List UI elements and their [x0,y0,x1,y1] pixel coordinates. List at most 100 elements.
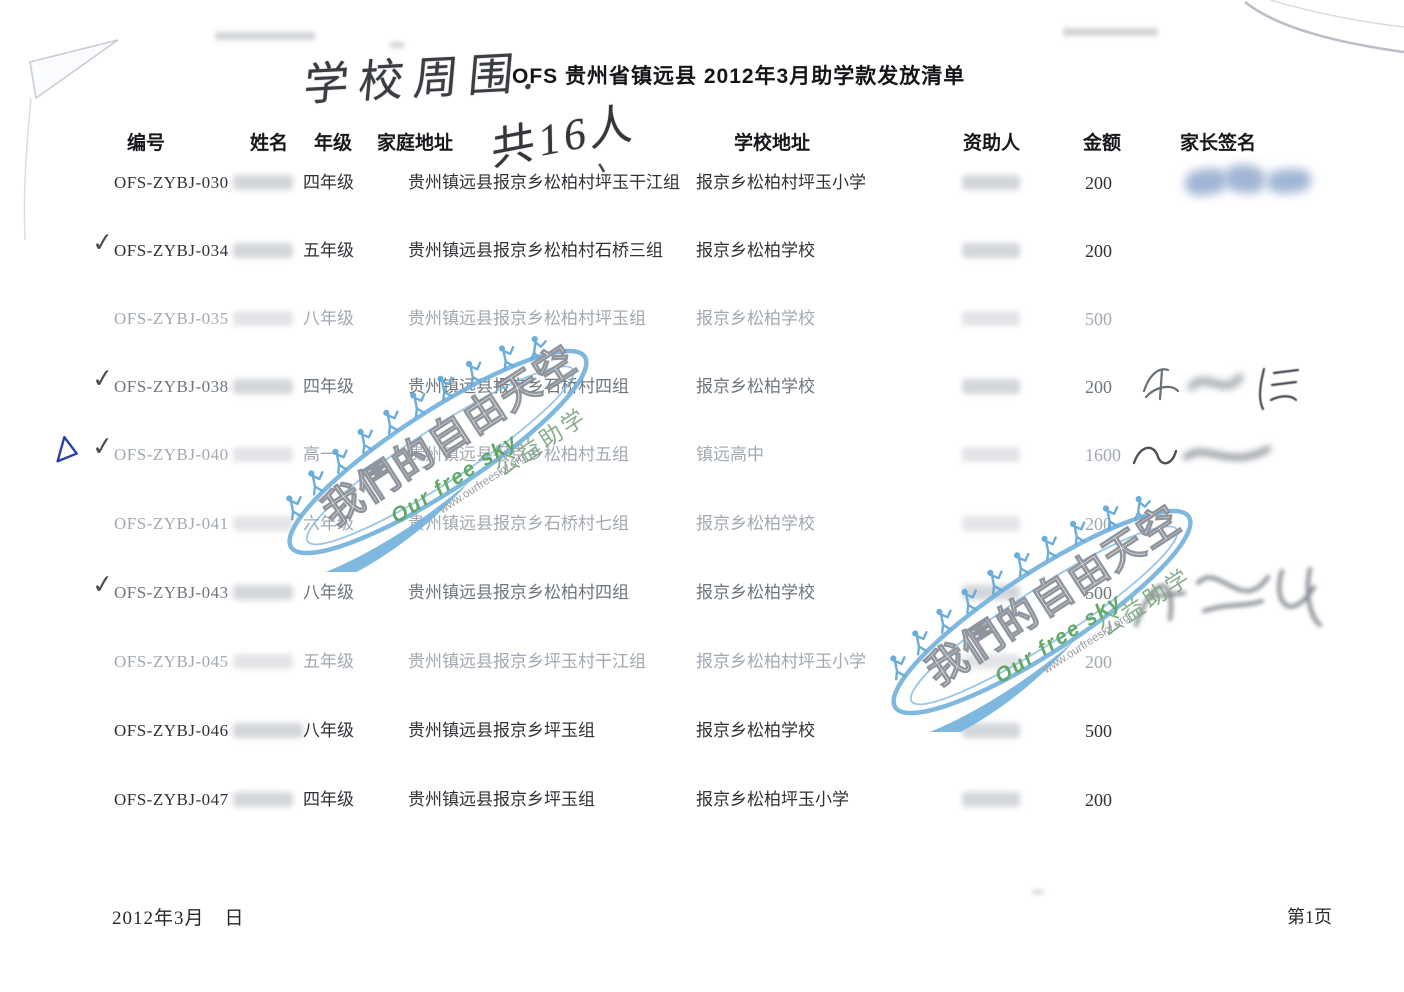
row-amount: 200 [1085,790,1112,810]
redacted-name-blur [233,311,293,326]
row-school-address: 报京乡松柏学校 [696,309,815,328]
column-header-sponsor: 资助人 [963,133,1021,154]
faint-header-smudge [215,32,315,40]
row-grade: 五年级 [303,241,354,260]
row-home-address: 贵州镇远县报京乡松柏村坪玉组 [408,309,646,328]
redacted-name-blur [233,379,293,394]
row-grade: 八年级 [303,583,354,602]
row-school-address: 报京乡松柏学校 [696,721,815,740]
row-id: OFS-ZYBJ-040 [114,445,229,464]
redacted-name-blur [233,585,293,600]
row-amount: 500 [1085,721,1112,741]
table-row: OFS-ZYBJ-041 六年级 贵州镇远县报京乡石桥村七组 报京乡松柏学校 2… [0,512,1404,546]
redacted-sponsor-blur [962,311,1020,326]
check-mark: ✓ [90,430,116,463]
row-grade: 八年级 [303,721,354,740]
faint-header-smudge [390,42,404,48]
parent-signature-blue-blur [1183,162,1315,203]
redacted-sponsor-blur [962,723,1020,738]
row-id: OFS-ZYBJ-045 [114,652,229,671]
row-home-address: 贵州镇远县报京乡松柏村坪玉干江组 [408,173,680,192]
row-home-address: 贵州镇远县报京乡石桥村四组 [408,377,629,396]
table-row: ✓ OFS-ZYBJ-034 五年级 贵州镇远县报京乡松柏村石桥三组 报京乡松柏… [0,227,1404,273]
parent-signature-handwriting [1142,367,1300,411]
faint-header-smudge [1063,28,1158,36]
row-home-address: 贵州镇远县报京乡松柏村石桥三组 [408,241,663,260]
table-row: ✓ OFS-ZYBJ-040 高一 贵州镇远县报京乡松柏村五组 镇远高中 160… [0,431,1404,477]
row-id: OFS-ZYBJ-034 [114,241,229,260]
row-amount: 200 [1085,652,1112,672]
row-amount: 500 [1085,583,1112,603]
handwritten-note-school-area: 学校周围. [301,47,547,111]
check-mark: ✓ [90,568,116,601]
check-mark: ✓ [90,362,116,395]
row-amount: 1600 [1085,445,1121,465]
redacted-name-blur [233,447,293,462]
redacted-sponsor-blur [962,792,1020,807]
column-header-school: 学校地址 [734,133,811,154]
redacted-sponsor-blur [962,447,1020,462]
row-grade: 四年级 [303,173,354,192]
column-header-id: 编号 [127,133,166,154]
row-id: OFS-ZYBJ-047 [114,790,229,809]
footer-date: 2012年3月 日 [112,908,245,929]
faint-footer-smudge [1032,890,1044,894]
scan-scribble-artifact [1244,0,1404,54]
row-home-address: 贵州镇远县报京乡松柏村四组 [408,583,629,602]
row-home-address: 贵州镇远县报京乡坪玉组 [408,721,595,740]
redacted-name-blur [233,243,293,258]
row-id: OFS-ZYBJ-035 [114,309,229,328]
watermark-main-text: 我們的自由天空 [315,337,586,534]
redacted-name-blur [233,175,293,190]
redacted-sponsor-blur [962,175,1020,190]
table-row: OFS-ZYBJ-035 八年级 贵州镇远县报京乡松柏村坪玉组 报京乡松柏学校 … [0,307,1404,341]
table-row: OFS-ZYBJ-047 四年级 贵州镇远县报京乡坪玉组 报京乡松柏坪玉小学 2… [0,788,1404,822]
row-grade: 八年级 [303,309,354,328]
column-header-grade: 年级 [314,133,353,154]
redacted-sponsor-blur [962,654,1020,669]
row-school-address: 报京乡松柏学校 [696,514,815,533]
redacted-sponsor-blur [962,243,1020,258]
redacted-name-blur [233,654,293,669]
row-school-address: 报京乡松柏学校 [696,377,815,396]
column-header-amount: 金额 [1083,133,1122,154]
table-row: OFS-ZYBJ-045 五年级 贵州镇远县报京乡坪玉村干江组 报京乡松柏村坪玉… [0,650,1404,684]
row-grade: 四年级 [303,377,354,396]
row-home-address: 贵州镇远县报京乡坪玉组 [408,790,595,809]
row-school-address: 镇远高中 [696,445,764,464]
scan-corner-artifact [23,39,119,241]
table-row: ✓ OFS-ZYBJ-043 八年级 贵州镇远县报京乡松柏村四组 报京乡松柏学校… [0,567,1404,627]
row-home-address: 贵州镇远县报京乡松柏村五组 [408,445,629,464]
row-school-address: 报京乡松柏村坪玉小学 [696,173,866,192]
parent-signature-large-blur [1134,567,1322,627]
row-amount: 200 [1085,514,1112,534]
column-header-name: 姓名 [250,133,289,154]
table-row: OFS-ZYBJ-046 八年级 贵州镇远县报京乡坪玉组 报京乡松柏学校 500 [0,719,1404,753]
table-row: ✓ OFS-ZYBJ-038 四年级 贵州镇远县报京乡石桥村四组 报京乡松柏学校… [0,363,1404,411]
row-grade: 四年级 [303,790,354,809]
row-home-address: 贵州镇远县报京乡石桥村七组 [408,514,629,533]
redacted-name-blur [233,516,293,531]
row-id: OFS-ZYBJ-030 [114,173,229,192]
column-header-signature: 家长签名 [1180,133,1257,154]
redacted-name-blur [233,792,293,807]
row-grade: 五年级 [303,652,354,671]
row-school-address: 报京乡松柏学校 [696,583,815,602]
row-amount: 200 [1085,377,1112,397]
row-id: OFS-ZYBJ-038 [114,377,229,396]
row-home-address: 贵州镇远县报京乡坪玉村干江组 [408,652,646,671]
row-id: OFS-ZYBJ-046 [114,721,229,740]
redacted-name-blur [233,723,303,738]
row-school-address: 报京乡松柏坪玉小学 [696,790,849,809]
check-mark: ✓ [90,226,116,259]
row-school-address: 报京乡松柏学校 [696,241,815,260]
row-school-address: 报京乡松柏村坪玉小学 [696,652,866,671]
row-grade: 六年级 [303,514,354,533]
row-grade: 高一 [303,445,337,464]
row-amount: 200 [1085,173,1112,193]
page-title: OFS 贵州省镇远县 2012年3月助学款发放清单 [512,65,966,88]
redacted-sponsor-blur [962,379,1020,394]
redacted-sponsor-blur [962,585,1020,600]
table-row: OFS-ZYBJ-030 四年级 贵州镇远县报京乡松柏村坪玉干江组 报京乡松柏村… [0,162,1404,205]
